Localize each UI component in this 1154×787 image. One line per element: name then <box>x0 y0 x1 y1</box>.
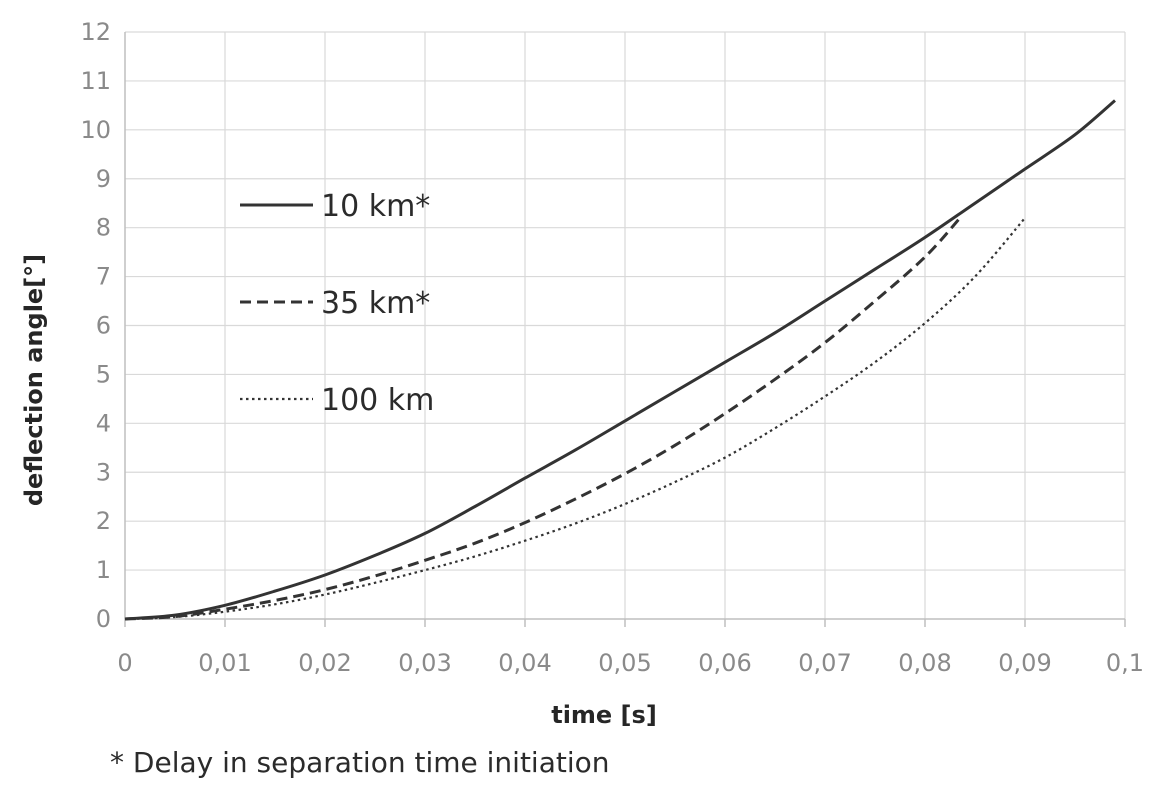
x-tick-label: 0,04 <box>498 649 551 677</box>
y-tick-label: 12 <box>80 18 111 46</box>
x-tick-label: 0,08 <box>898 649 951 677</box>
x-tick-label: 0 <box>117 649 132 677</box>
x-tick-label: 0,09 <box>998 649 1051 677</box>
series-line-dashed <box>124 216 962 621</box>
y-axis-label: deflection angle[°] <box>20 254 48 506</box>
y-tick-label: 1 <box>96 556 111 584</box>
x-tick-label: 0,06 <box>698 649 751 677</box>
x-tick-label: 0,07 <box>798 649 851 677</box>
legend-label: 100 km <box>321 383 434 418</box>
x-tick-label: 0,03 <box>398 649 451 677</box>
legend: 10 km* 35 km* 100 km <box>240 189 434 418</box>
series-line-dotted <box>124 217 1026 621</box>
y-tick-label: 9 <box>96 165 111 193</box>
x-tick-label: 0,1 <box>1106 649 1144 677</box>
x-tick-label: 0,01 <box>198 649 251 677</box>
legend-label: 10 km* <box>321 189 430 224</box>
y-tick-label: 4 <box>96 409 111 437</box>
y-tick-label: 2 <box>96 507 111 535</box>
y-tick-label: 3 <box>96 458 111 486</box>
y-tick-label: 5 <box>96 360 111 388</box>
footnote: * Delay in separation time initiation <box>110 746 610 779</box>
legend-label: 35 km* <box>321 286 430 321</box>
y-tick-label: 6 <box>96 312 111 340</box>
y-tick-label: 0 <box>96 605 111 633</box>
grid <box>125 31 1126 619</box>
y-tick-label: 10 <box>80 116 111 144</box>
x-axis-label: time [s] <box>551 701 657 729</box>
series-lines <box>124 99 1116 621</box>
x-tick-label: 0,02 <box>298 649 351 677</box>
y-tick-label: 8 <box>96 214 111 242</box>
y-tick-label: 7 <box>96 263 111 291</box>
series-line-solid <box>124 99 1116 621</box>
x-tick-label: 0,05 <box>598 649 651 677</box>
y-tick-label: 11 <box>80 67 111 95</box>
